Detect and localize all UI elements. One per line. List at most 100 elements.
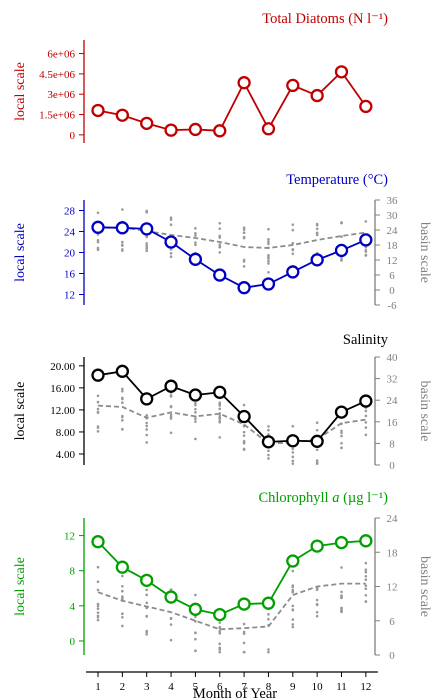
basin-observation-dot — [121, 574, 124, 578]
local-series-point — [286, 554, 300, 568]
basin-mean-line — [97, 582, 366, 631]
local-tick-label: 24 — [64, 227, 76, 239]
basin-observation-dot — [364, 253, 368, 257]
basin-observation-dot — [364, 578, 368, 582]
basin-tick-label: 12 — [387, 582, 398, 594]
x-tick-label: 11 — [336, 681, 347, 693]
basin-observation-dot — [291, 625, 295, 629]
local-tick-label: 8 — [70, 566, 76, 578]
basin-observation-dot — [169, 255, 173, 259]
basin-observation-dot — [364, 574, 368, 578]
basin-observation-dot — [242, 641, 246, 645]
basin-observation-dot — [194, 403, 197, 407]
basin-observation-dot — [121, 389, 124, 393]
x-tick-label: 5 — [193, 681, 199, 693]
basin-observation-dot — [194, 241, 197, 244]
basin-observation-dot — [121, 615, 124, 619]
local-series-point — [213, 607, 227, 622]
local-axis: 12 16 20 24 28 local scale — [13, 200, 85, 305]
basin-observation-dot — [267, 453, 270, 457]
local-tick-label: 20 — [64, 248, 76, 260]
basin-observation-dot — [267, 240, 270, 244]
local-series-point — [237, 281, 251, 295]
basin-observation-dot — [96, 602, 100, 606]
basin-observation-dot — [291, 623, 295, 626]
basin-observation-dot — [364, 600, 368, 603]
basin-observation-dot — [364, 584, 368, 587]
local-series-point — [334, 535, 349, 550]
basin-observation-dot — [145, 244, 148, 247]
basin-observation-dot — [218, 404, 222, 407]
basin-tick-label: 0 — [389, 460, 395, 472]
basin-observation-dot — [291, 569, 295, 573]
x-tick-label: 1 — [95, 681, 101, 693]
panel-title: Total Diatoms (N l⁻¹) — [262, 11, 388, 27]
basin-observation-dot — [169, 413, 173, 417]
local-tick-label: 16 — [64, 269, 76, 281]
basin-tick-label: 0 — [389, 285, 395, 297]
basin-observation-dot — [364, 249, 368, 252]
basin-observation-dot — [96, 425, 100, 428]
basin-observation-dot — [340, 429, 343, 433]
basin-observation-dot — [218, 629, 222, 633]
local-tick-label: 8.00 — [56, 427, 76, 439]
basin-tick-label: 24 — [387, 225, 399, 237]
basin-tick-label: 18 — [387, 547, 399, 559]
basin-tick-label: 16 — [387, 417, 399, 429]
basin-observation-dot — [218, 407, 222, 411]
basin-observation-dot — [267, 242, 270, 246]
basin-observation-dot — [218, 650, 222, 654]
local-series-point — [334, 243, 349, 258]
basin-tick-label: 24 — [387, 395, 399, 407]
title-part: (µg l⁻¹) — [339, 490, 388, 506]
basin-observation-dot — [169, 638, 173, 642]
basin-observation-dot — [121, 427, 124, 431]
local-series-line — [97, 370, 367, 443]
basin-observation-dot — [364, 593, 368, 597]
basin-observation-dot — [121, 401, 124, 405]
basin-observation-dot — [291, 424, 295, 428]
basin-observation-dot — [218, 631, 222, 635]
basin-observation-dot — [242, 235, 246, 239]
local-series-point — [286, 434, 300, 448]
basin-observation-dot — [364, 409, 368, 413]
basin-observation-dot — [315, 223, 319, 227]
basin-observation-dot — [291, 455, 295, 459]
basin-observation-dot — [121, 397, 124, 401]
basin-scatter — [96, 561, 368, 654]
basin-tick-label: 12 — [387, 255, 398, 267]
basin-observation-dot — [267, 262, 270, 265]
basin-observation-dot — [194, 227, 197, 230]
basin-observation-dot — [315, 459, 319, 462]
basin-observation-dot — [315, 461, 319, 464]
basin-observation-dot — [96, 580, 100, 584]
basin-observation-dot — [364, 561, 368, 565]
basin-observation-dot — [242, 258, 246, 262]
basin-observation-dot — [194, 620, 197, 623]
basin-observation-dot — [194, 649, 197, 653]
basin-observation-dot — [96, 394, 100, 398]
local-axis: 4.00 8.00 12.00 16.00 20.00 local scale — [13, 357, 85, 465]
basin-observation-dot — [315, 610, 319, 614]
local-series-point — [188, 122, 203, 137]
basin-observation-dot — [242, 632, 246, 635]
x-tick-label: 10 — [312, 681, 324, 693]
basin-observation-dot — [364, 414, 368, 418]
basin-observation-dot — [169, 404, 173, 408]
basin-observation-dot — [169, 623, 173, 626]
basin-observation-dot — [364, 245, 368, 249]
local-series-point — [261, 435, 276, 449]
basin-observation-dot — [145, 209, 148, 213]
local-series-point — [164, 590, 178, 604]
basin-observation-dot — [194, 407, 197, 411]
basin-observation-dot — [291, 608, 295, 612]
local-series-point — [359, 394, 373, 408]
basin-observation-dot — [315, 588, 319, 592]
basin-observation-dot — [291, 248, 295, 251]
basin-observation-dot — [291, 618, 295, 621]
basin-observation-dot — [96, 604, 100, 608]
x-tick-label: 3 — [144, 681, 150, 693]
basin-observation-dot — [291, 604, 295, 608]
basin-observation-dot — [267, 433, 270, 436]
